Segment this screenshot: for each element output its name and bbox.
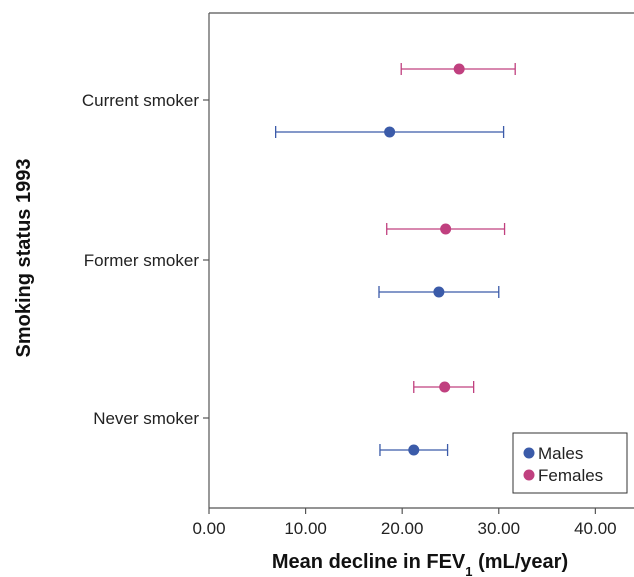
mean-point-females: [439, 381, 451, 393]
error-bar-females: [386, 223, 506, 235]
x-axis: 0.00 10.00 20.00 30.00 40.00: [192, 508, 617, 538]
error-bar-males: [274, 126, 505, 138]
legend-marker-females: [523, 469, 535, 481]
x-tick-label: 0.00: [192, 519, 225, 538]
error-bar-females: [413, 381, 475, 393]
legend-label-females: Females: [538, 466, 603, 485]
error-bar-females: [400, 63, 516, 75]
y-category-label: Never smoker: [93, 409, 199, 428]
mean-point-males: [433, 286, 445, 298]
error-bar-males: [379, 444, 449, 456]
y-axis: Current smoker Former smoker Never smoker: [82, 91, 209, 428]
x-tick-label: 10.00: [284, 519, 327, 538]
legend-marker-males: [523, 447, 535, 459]
y-category-label: Former smoker: [84, 251, 200, 270]
error-bar-males: [378, 286, 500, 298]
data-marks: [274, 63, 516, 456]
x-axis-title-tail: (mL/year): [473, 551, 569, 573]
y-category-label: Current smoker: [82, 91, 199, 110]
mean-point-males: [384, 126, 396, 138]
mean-point-females: [440, 223, 452, 235]
y-axis-title: Smoking status 1993: [13, 159, 35, 358]
x-axis-title-main: Mean decline in FEV: [272, 551, 466, 573]
x-axis-title-subscript: 1: [465, 564, 472, 577]
mean-point-females: [453, 63, 465, 75]
x-tick-label: 20.00: [381, 519, 424, 538]
x-tick-label: 40.00: [574, 519, 617, 538]
mean-point-males: [408, 444, 420, 456]
legend-label-males: Males: [538, 444, 583, 463]
x-tick-label: 30.00: [477, 519, 520, 538]
x-axis-title: Mean decline in FEV1 (mL/year): [272, 551, 568, 577]
legend-box: [512, 432, 628, 494]
legend: Males Females: [512, 432, 628, 494]
